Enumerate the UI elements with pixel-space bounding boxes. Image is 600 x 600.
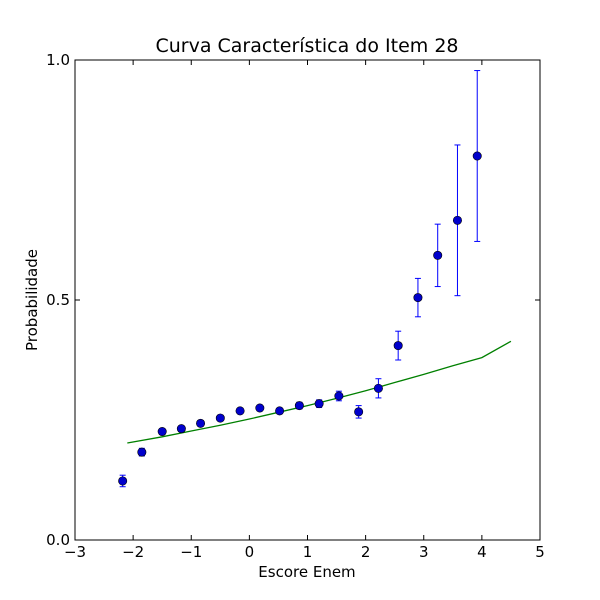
data-point-group (196, 418, 206, 428)
x-tick-label: 2 (361, 543, 371, 561)
x-tick-label: 1 (303, 543, 313, 561)
x-tick-label: 5 (535, 543, 545, 561)
data-point-group (314, 399, 324, 409)
data-point (255, 403, 265, 413)
data-point (393, 341, 403, 351)
data-point-group (452, 144, 462, 297)
x-tick-label: −1 (180, 543, 202, 561)
y-tick-label: 0.0 (46, 531, 70, 549)
y-tick-label: 1.0 (46, 51, 70, 69)
x-tick-label: 0 (245, 543, 255, 561)
data-point (452, 215, 462, 225)
x-tick-label: −2 (122, 543, 144, 561)
x-tick-label: −3 (64, 543, 86, 561)
data-point (334, 391, 344, 401)
data-point (373, 383, 383, 393)
data-point-group (275, 406, 285, 416)
data-point (215, 413, 225, 423)
data-point-group (433, 223, 443, 288)
data-point-group (472, 70, 482, 242)
data-point-group (157, 427, 167, 437)
data-point (294, 401, 304, 411)
data-point (314, 399, 324, 409)
data-point (137, 447, 147, 457)
data-point (176, 424, 186, 434)
data-point (433, 250, 443, 260)
data-point-group (215, 413, 225, 423)
x-tick-label: 4 (477, 543, 487, 561)
data-point (275, 406, 285, 416)
data-point-group (393, 330, 403, 361)
plot-area (118, 70, 512, 488)
data-point (196, 418, 206, 428)
data-point-group (413, 277, 423, 318)
data-point-group (235, 406, 245, 416)
data-point-group (255, 403, 265, 413)
data-point-group (334, 390, 344, 402)
data-point (354, 407, 364, 417)
y-tick-label: 0.5 (46, 291, 70, 309)
x-axis-label: Escore Enem (258, 563, 355, 581)
data-point (472, 151, 482, 161)
data-point-group (118, 474, 128, 488)
x-tick-label: 3 (419, 543, 429, 561)
data-point-group (294, 401, 304, 411)
data-point (235, 406, 245, 416)
data-point (413, 293, 423, 303)
data-point-group (354, 405, 364, 419)
data-point-group (176, 424, 186, 434)
y-axis-label: Probabilidade (23, 249, 41, 351)
chart-title: Curva Característica do Item 28 (155, 35, 458, 57)
data-point (118, 476, 128, 486)
data-point-group (373, 378, 383, 399)
data-point-group (137, 447, 147, 457)
data-point (157, 427, 167, 437)
